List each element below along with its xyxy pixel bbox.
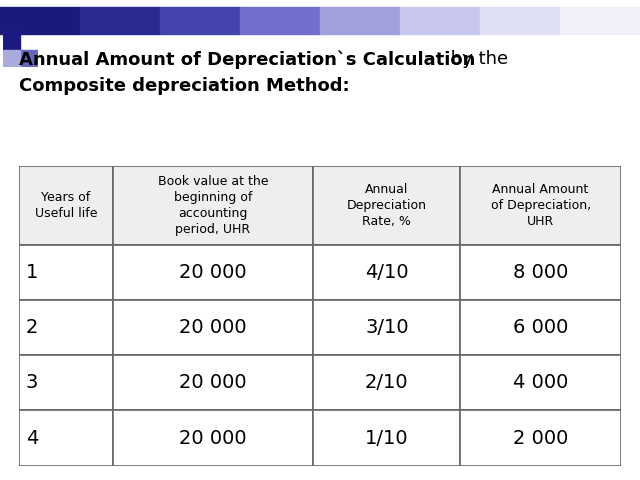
- Text: Annual Amount
of Depreciation,
UHR: Annual Amount of Depreciation, UHR: [490, 183, 591, 228]
- Text: 20 000: 20 000: [179, 429, 247, 447]
- Bar: [314, 410, 460, 466]
- Bar: [314, 245, 460, 300]
- Bar: [19, 410, 113, 466]
- Bar: [113, 245, 314, 300]
- Text: Annual
Depreciation
Rate, %: Annual Depreciation Rate, %: [347, 183, 427, 228]
- Text: 4 000: 4 000: [513, 373, 568, 392]
- Bar: [113, 300, 314, 355]
- Bar: [0, 7, 80, 34]
- Text: 2/10: 2/10: [365, 373, 409, 392]
- Text: Book value at the
beginning of
accounting
period, UHR: Book value at the beginning of accountin…: [158, 175, 268, 236]
- Bar: [240, 7, 320, 34]
- Text: 20 000: 20 000: [179, 373, 247, 392]
- Bar: [113, 166, 314, 245]
- Bar: [314, 166, 460, 245]
- Text: 1/10: 1/10: [365, 429, 409, 447]
- Bar: [3, 29, 20, 50]
- Bar: [19, 166, 113, 245]
- Bar: [19, 355, 113, 410]
- Bar: [560, 7, 640, 34]
- Text: Years of
Useful life: Years of Useful life: [35, 191, 97, 220]
- Text: 6 000: 6 000: [513, 318, 568, 337]
- Bar: [314, 300, 460, 355]
- Text: 3/10: 3/10: [365, 318, 409, 337]
- Bar: [19, 245, 113, 300]
- Bar: [400, 7, 480, 34]
- Bar: [460, 166, 621, 245]
- Text: 4/10: 4/10: [365, 263, 409, 282]
- Bar: [460, 245, 621, 300]
- Bar: [20, 50, 38, 67]
- Text: 2 000: 2 000: [513, 429, 568, 447]
- Bar: [160, 7, 240, 34]
- Bar: [460, 410, 621, 466]
- Bar: [460, 355, 621, 410]
- Text: 8 000: 8 000: [513, 263, 568, 282]
- Text: Composite depreciation Method:: Composite depreciation Method:: [19, 77, 350, 95]
- Text: 20 000: 20 000: [179, 263, 247, 282]
- Bar: [314, 355, 460, 410]
- Bar: [480, 7, 560, 34]
- Bar: [113, 410, 314, 466]
- Bar: [3, 50, 20, 67]
- Text: by the: by the: [445, 50, 508, 68]
- Text: 3: 3: [26, 373, 38, 392]
- Bar: [80, 7, 160, 34]
- Text: 4: 4: [26, 429, 38, 447]
- Text: 2: 2: [26, 318, 38, 337]
- Text: Annual Amount of Depreciation`s Calculation: Annual Amount of Depreciation`s Calculat…: [19, 50, 476, 69]
- Text: 1: 1: [26, 263, 38, 282]
- Bar: [460, 300, 621, 355]
- Bar: [320, 7, 400, 34]
- Bar: [19, 300, 113, 355]
- Bar: [113, 355, 314, 410]
- Text: 20 000: 20 000: [179, 318, 247, 337]
